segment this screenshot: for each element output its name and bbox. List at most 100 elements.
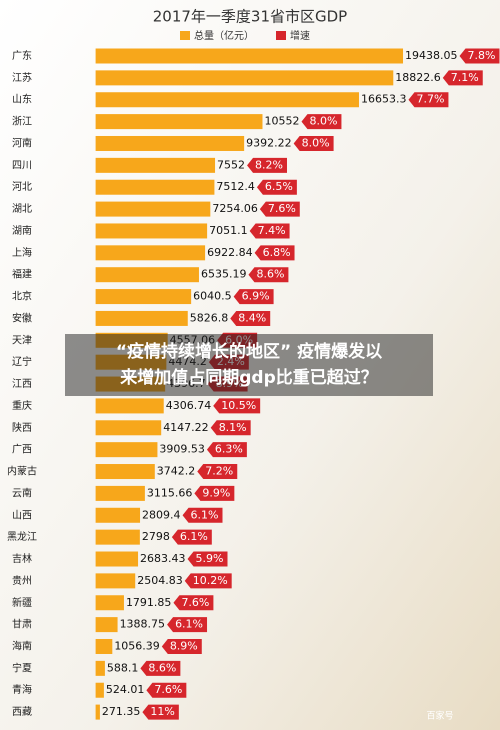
growth-label: 6.1% xyxy=(191,508,219,521)
bar xyxy=(95,92,359,108)
category-label: 广东 xyxy=(12,49,32,62)
category-label: 贵州 xyxy=(12,574,32,587)
bar xyxy=(95,223,208,239)
growth-label: 8.0% xyxy=(309,115,337,128)
bar xyxy=(95,573,136,589)
value-label: 19438.05 xyxy=(405,49,458,62)
legend-swatch xyxy=(276,31,286,40)
bar xyxy=(95,420,162,436)
legend-swatch xyxy=(180,31,190,40)
value-label: 7254.06 xyxy=(212,202,258,215)
growth-tag xyxy=(249,223,290,239)
value-label: 4306.74 xyxy=(166,399,212,412)
growth-tag xyxy=(408,92,449,108)
growth-label: 8.4% xyxy=(238,311,266,324)
growth-label: 8.1% xyxy=(219,421,247,434)
value-label: 1388.75 xyxy=(120,618,166,631)
bar xyxy=(95,617,118,633)
bar xyxy=(95,70,394,86)
value-label: 6040.5 xyxy=(193,290,232,303)
value-label: 524.01 xyxy=(106,683,145,696)
category-label: 安徽 xyxy=(12,311,32,324)
category-label: 重庆 xyxy=(12,399,32,412)
bar xyxy=(95,442,158,458)
growth-tag xyxy=(233,289,274,305)
category-label: 吉林 xyxy=(12,552,32,565)
growth-label: 6.8% xyxy=(263,246,291,259)
category-label: 宁夏 xyxy=(12,661,32,674)
bar xyxy=(95,660,105,676)
bar xyxy=(95,135,245,151)
value-label: 1056.39 xyxy=(114,639,160,652)
value-label: 6535.19 xyxy=(201,268,247,281)
category-label: 陕西 xyxy=(12,421,32,434)
bar xyxy=(95,157,216,173)
bar xyxy=(95,48,404,64)
growth-tag xyxy=(206,442,247,458)
value-label: 3909.53 xyxy=(159,443,205,456)
growth-label: 6.9% xyxy=(242,290,270,303)
value-label: 1791.85 xyxy=(126,596,172,609)
growth-label: 8.2% xyxy=(255,158,283,171)
value-label: 10552 xyxy=(264,115,299,128)
category-label: 黑龙江 xyxy=(7,530,37,543)
growth-label: 8.9% xyxy=(170,639,198,652)
growth-label: 5.9% xyxy=(196,552,224,565)
category-label: 江苏 xyxy=(12,71,32,84)
category-label: 广西 xyxy=(12,444,32,456)
growth-label: 7.4% xyxy=(258,224,286,237)
growth-label: 7.7% xyxy=(416,93,444,106)
growth-tag xyxy=(459,48,500,64)
growth-tag xyxy=(247,157,287,173)
category-label: 四川 xyxy=(12,160,32,171)
growth-tag xyxy=(210,420,251,436)
bar xyxy=(95,464,155,480)
value-label: 7552 xyxy=(217,158,245,171)
category-label: 山东 xyxy=(12,93,32,106)
value-label: 588.1 xyxy=(107,661,139,674)
growth-label: 6.5% xyxy=(265,180,293,193)
bar xyxy=(95,398,164,414)
bar xyxy=(95,310,188,326)
category-label: 辽宁 xyxy=(12,355,32,368)
value-label: 2809.4 xyxy=(142,508,181,521)
category-label: 甘肃 xyxy=(12,618,32,631)
bar xyxy=(95,595,124,611)
growth-tag xyxy=(194,485,235,501)
bar xyxy=(95,485,145,501)
bar xyxy=(95,267,199,283)
growth-tag xyxy=(171,529,212,545)
growth-tag xyxy=(254,245,295,261)
bar xyxy=(95,638,113,654)
growth-label: 6.1% xyxy=(180,530,208,543)
category-label: 内蒙古 xyxy=(7,465,37,478)
value-label: 3115.66 xyxy=(147,486,193,499)
value-label: 2683.43 xyxy=(140,552,186,565)
bar xyxy=(95,704,100,720)
growth-tag xyxy=(140,660,181,676)
bar xyxy=(95,529,140,545)
category-label: 湖北 xyxy=(12,203,32,215)
category-label: 青海 xyxy=(12,683,32,696)
growth-tag xyxy=(213,398,261,414)
bar xyxy=(95,245,206,261)
watermark: 百家号 xyxy=(426,710,453,722)
growth-tag xyxy=(173,595,214,611)
growth-tag xyxy=(197,464,238,480)
value-label: 7512.4 xyxy=(216,180,255,193)
growth-tag xyxy=(442,70,483,86)
value-label: 16653.3 xyxy=(361,93,407,106)
category-label: 新疆 xyxy=(12,596,32,609)
category-label: 北京 xyxy=(12,290,32,303)
bar xyxy=(95,179,215,195)
growth-label: 10.5% xyxy=(221,399,256,412)
caption-band xyxy=(65,334,433,396)
growth-tag xyxy=(167,617,208,633)
value-label: 3742.2 xyxy=(157,465,196,478)
category-label: 湖南 xyxy=(12,224,32,237)
bar xyxy=(95,289,192,305)
legend-label: 总量（亿元） xyxy=(194,29,254,42)
value-label: 4147.22 xyxy=(163,421,209,434)
category-label: 西藏 xyxy=(12,706,32,718)
category-label: 河南 xyxy=(12,136,32,149)
